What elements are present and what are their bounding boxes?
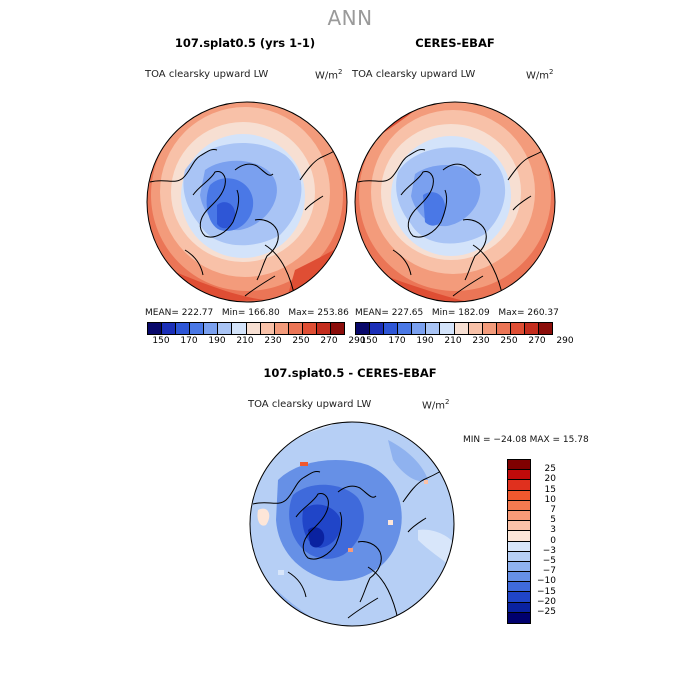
colorbar-tick-label: 210 [236, 336, 254, 346]
colorbar-tick-label: 230 [264, 336, 282, 346]
colorbar-swatch [370, 323, 385, 334]
diff-panel-units: W/m2 [422, 398, 450, 412]
colorbar-swatch [246, 323, 261, 334]
colorbar-tick-label: 230 [472, 336, 490, 346]
colorbar-tick-label: −15 [537, 586, 556, 597]
colorbar-tick-label: 15 [544, 484, 556, 495]
colorbar-swatch [440, 323, 455, 334]
panel-2-map [354, 101, 556, 303]
colorbar-tick-label: 25 [544, 464, 556, 475]
colorbar-tick-label: 290 [556, 336, 574, 346]
colorbar-tick-label: 5 [550, 515, 556, 526]
diff-panel-title: 107.splat0.5 - CERES-EBAF [263, 366, 437, 380]
colorbar-swatch [508, 541, 530, 552]
colorbar-swatch [508, 551, 530, 562]
colorbar-tick-label: 0 [550, 535, 556, 546]
colorbar-tick-label: −3 [542, 545, 556, 556]
colorbar-swatch [302, 323, 317, 334]
colorbar-swatch [412, 323, 427, 334]
colorbar-swatch [539, 323, 553, 334]
colorbar-tick-label: 150 [152, 336, 170, 346]
colorbar-swatch [508, 531, 530, 542]
colorbar-swatch [288, 323, 303, 334]
colorbar-swatch [218, 323, 233, 334]
colorbar-swatch [468, 323, 483, 334]
colorbar-tick-label: 270 [320, 336, 338, 346]
colorbar-swatch [508, 480, 530, 491]
colorbar-swatch [260, 323, 275, 334]
panel-2-variable-label: TOA clearsky upward LW [352, 69, 476, 80]
colorbar-swatch [508, 490, 530, 501]
colorbar-swatch [454, 323, 469, 334]
colorbar-swatch [508, 582, 530, 593]
colorbar-tick-label: 210 [444, 336, 462, 346]
colorbar-tick-label: −10 [537, 576, 556, 587]
main-title: ANN [327, 6, 373, 30]
colorbar-swatch [148, 323, 163, 334]
colorbar-tick-label: 150 [360, 336, 378, 346]
colorbar-tick-label: −20 [537, 596, 556, 607]
colorbar-swatch [162, 323, 177, 334]
colorbar-swatch [508, 572, 530, 583]
colorbar-tick-label: 250 [292, 336, 310, 346]
colorbar-swatch [274, 323, 289, 334]
colorbar-swatch [316, 323, 332, 334]
colorbar-swatch [508, 510, 530, 522]
colorbar-tick-label: 270 [528, 336, 546, 346]
colorbar-tick-label: 20 [544, 474, 556, 485]
colorbar-tick-label: −7 [542, 566, 556, 577]
panel-2-stats: MEAN= 227.65 Min= 182.09 Max= 260.37 [355, 308, 559, 318]
panel-1-colorbar [147, 322, 345, 335]
colorbar-swatch [482, 323, 497, 334]
diff-colorbar [507, 459, 531, 624]
colorbar-swatch [508, 500, 530, 511]
colorbar-swatch [331, 323, 345, 334]
panel-1-stats: MEAN= 222.77 Min= 166.80 Max= 253.86 [145, 308, 349, 318]
colorbar-tick-label: 290 [348, 336, 366, 346]
panel-2-colorbar [355, 322, 553, 335]
colorbar-swatch [384, 323, 399, 334]
colorbar-swatch [426, 323, 441, 334]
colorbar-tick-label: 190 [416, 336, 434, 346]
colorbar-swatch [508, 470, 530, 481]
panel-1-map [146, 101, 348, 303]
colorbar-tick-label: 10 [544, 494, 556, 505]
panel-1-variable-label: TOA clearsky upward LW [145, 69, 269, 80]
colorbar-swatch [510, 323, 525, 334]
panel-2-units: W/m2 [526, 68, 554, 82]
colorbar-swatch [190, 323, 205, 334]
colorbar-swatch [508, 460, 530, 471]
diff-panel-map [249, 421, 455, 627]
diff-panel-variable-label: TOA clearsky upward LW [248, 399, 372, 410]
colorbar-swatch [508, 612, 530, 623]
colorbar-tick-label: 170 [180, 336, 198, 346]
colorbar-tick-label: 170 [388, 336, 406, 346]
colorbar-swatch [232, 323, 247, 334]
colorbar-swatch [356, 323, 371, 334]
colorbar-tick-label: 250 [500, 336, 518, 346]
colorbar-tick-label: −5 [542, 556, 556, 566]
colorbar-tick-label: 3 [550, 525, 556, 536]
colorbar-swatch [508, 561, 530, 573]
colorbar-swatch [508, 592, 530, 603]
panel-1-title: 107.splat0.5 (yrs 1-1) [174, 36, 316, 50]
diff-colorbar-labels: 25 20 15 10 7 5 3 0 −3 −5 −7 −10 −15 −20 −25 [528, 459, 556, 624]
colorbar-swatch [176, 323, 191, 334]
colorbar-tick-label: 7 [550, 505, 556, 515]
colorbar-swatch [204, 323, 219, 334]
colorbar-swatch [496, 323, 511, 334]
colorbar-tick-label: −25 [537, 607, 556, 617]
colorbar-swatch [524, 323, 540, 334]
colorbar-tick-label: 190 [208, 336, 226, 346]
diff-panel-stats: MIN = −24.08 MAX = 15.78 [463, 435, 589, 445]
panel-1-units: W/m2 [315, 68, 343, 82]
colorbar-swatch [508, 602, 530, 613]
panel-2-title: CERES-EBAF [415, 36, 495, 50]
colorbar-swatch [508, 521, 530, 532]
colorbar-swatch [398, 323, 413, 334]
